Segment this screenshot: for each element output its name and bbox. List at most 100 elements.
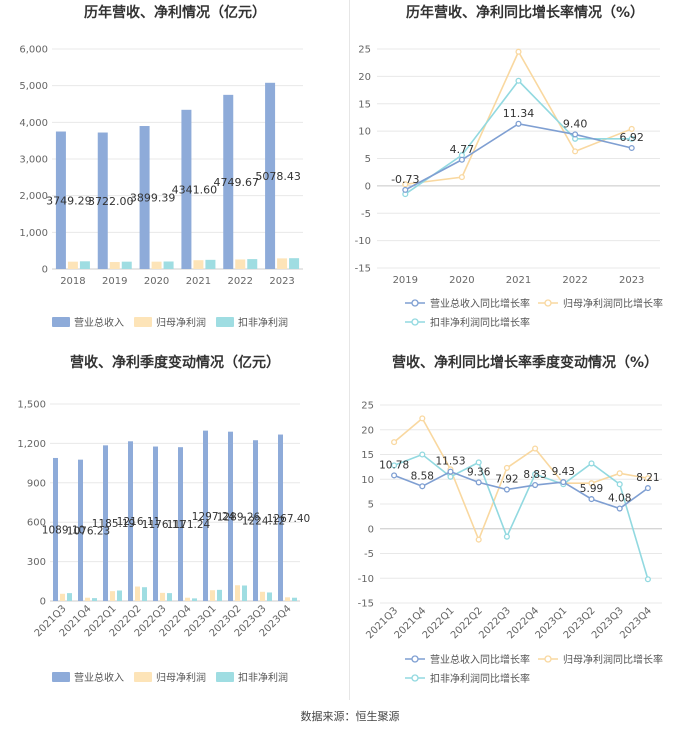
quarterly-revenue-profit-chart: 营收、净利季度变动情况（亿元） 0 300 600 900 1,200 1,500 2021Q…: [0, 350, 350, 705]
y-tick-label: 20: [361, 425, 374, 436]
chart-title: 历年营收、净利同比增长率情况（%）: [406, 4, 644, 21]
annual-revenue-profit-chart: 历年营收、净利情况（亿元） 0 1,000 2,000 3,000 4,000 5,000 6…: [0, 0, 350, 350]
bar-deducted-profit: [242, 585, 247, 601]
legend-marker-revenue-growth: [411, 655, 419, 663]
bar-revenue: [253, 440, 258, 601]
legend-swatch-revenue: [52, 672, 70, 682]
y-tick-label: 25: [361, 401, 374, 412]
bar-deducted-profit: [163, 261, 174, 269]
bar-net-profit: [151, 261, 162, 269]
point-net-profit-growth: [532, 445, 539, 452]
bar-deducted-profit: [217, 589, 222, 601]
point-net-profit-growth: [419, 415, 426, 422]
bar-revenue: [78, 459, 83, 601]
point-revenue-growth: [644, 485, 651, 492]
data-label: 1171.24: [167, 519, 211, 531]
y-tick-label: 0: [365, 181, 371, 192]
legend-label: 归母净利润: [156, 316, 206, 329]
chart-title: 营收、净利季度变动情况（亿元）: [70, 354, 280, 371]
point-revenue-growth: [458, 156, 465, 163]
bar-deducted-profit: [117, 590, 122, 601]
bar-deducted-profit: [79, 261, 90, 269]
point-deducted-profit-growth: [475, 459, 482, 466]
point-revenue-growth: [419, 483, 426, 490]
y-tick-label: 0: [368, 524, 374, 535]
y-tick-label: 10: [361, 475, 374, 486]
point-deducted-profit-growth: [391, 462, 398, 469]
data-label: 4341.60: [172, 183, 218, 196]
point-deducted-profit-growth: [447, 473, 454, 480]
bar-net-profit: [135, 586, 140, 601]
point-net-profit-growth: [588, 480, 595, 487]
point-deducted-profit-growth: [503, 533, 510, 540]
x-tick-label: 2020: [144, 276, 169, 287]
point-deducted-profit-growth: [628, 135, 635, 142]
y-tick-label: 4,000: [19, 118, 48, 129]
bar-deducted-profit: [167, 593, 172, 601]
point-revenue-growth: [532, 481, 539, 489]
y-tick-label: -15: [355, 264, 371, 275]
bar-deducted-profit: [192, 598, 197, 601]
bar-net-profit: [60, 593, 65, 601]
point-net-profit-growth: [391, 439, 398, 446]
bar-revenue: [223, 94, 234, 270]
point-net-profit-growth: [458, 174, 465, 181]
chart-title: 历年营收、净利情况（亿元）: [84, 4, 266, 21]
y-tick-label: 5,000: [19, 81, 48, 92]
data-label: 8.21: [636, 472, 659, 484]
x-tick-label: 2018: [60, 276, 85, 287]
bar-deducted-profit: [67, 593, 72, 601]
bar-deducted-profit: [247, 259, 258, 269]
x-tick-label: 2023: [269, 276, 294, 287]
point-net-profit-growth: [503, 464, 510, 471]
chart-svg: 营收、净利同比增长率季度变动情况（%） -15 -10 -5 0 5 10 15 20 25 202…: [358, 354, 663, 685]
data-label: 1176.11: [142, 519, 185, 531]
point-net-profit-growth: [572, 148, 579, 155]
y-tick-label: 0: [42, 265, 48, 276]
bar-deducted-profit: [289, 258, 300, 269]
point-net-profit-growth: [628, 125, 635, 132]
bar-revenue: [278, 434, 283, 601]
data-label: -0.73: [391, 173, 419, 186]
y-tick-label: 15: [361, 450, 374, 461]
data-label: 9.40: [563, 117, 588, 130]
legend-marker-deducted-profit-growth: [411, 674, 419, 682]
y-tick-label: 5: [365, 154, 371, 165]
data-label: 1297.24: [192, 511, 236, 523]
point-revenue-growth: [560, 479, 567, 486]
data-label: 10.78: [379, 459, 409, 471]
y-tick-label: 10: [358, 127, 371, 138]
bar-deducted-profit: [142, 587, 147, 601]
data-label: 5078.43: [255, 170, 301, 183]
legend-label: 营业总收入同比增长率: [430, 653, 530, 666]
bar-net-profit: [235, 259, 246, 269]
point-net-profit-growth: [616, 470, 623, 477]
bar-net-profit: [193, 260, 204, 269]
y-tick-label: -5: [364, 549, 374, 560]
chart-svg: 营收、净利季度变动情况（亿元）03006009001,2001,5002021Q…: [17, 354, 310, 684]
x-tick-label: 2021: [186, 276, 211, 287]
legend-label: 营业总收入: [74, 316, 124, 329]
legend-swatch-revenue: [52, 317, 70, 327]
bar-deducted-profit: [121, 261, 132, 269]
bar-revenue: [128, 441, 133, 601]
bar-net-profit: [260, 591, 265, 601]
data-label: 9.43: [552, 466, 575, 478]
data-label: 1216.11: [117, 516, 160, 528]
data-label: 3749.29: [46, 194, 92, 207]
chart-title: 营收、净利同比增长率季度变动情况（%）: [392, 354, 658, 371]
bar-revenue: [203, 430, 208, 601]
data-label: 1224.12: [242, 516, 285, 528]
point-revenue-growth: [475, 479, 482, 486]
bar-revenue: [97, 132, 108, 269]
y-tick-label: 1,200: [17, 439, 46, 450]
bar-net-profit: [185, 597, 190, 601]
point-revenue-growth: [503, 486, 510, 493]
series-line-deducted-profit-growth: [404, 79, 632, 195]
y-tick-label: 600: [27, 518, 46, 529]
y-tick-label: 2,000: [19, 191, 48, 202]
bar-revenue: [265, 82, 276, 270]
point-revenue-growth: [447, 468, 454, 475]
legend-marker-net-profit-growth: [544, 655, 552, 663]
point-deducted-profit-growth: [419, 451, 426, 458]
